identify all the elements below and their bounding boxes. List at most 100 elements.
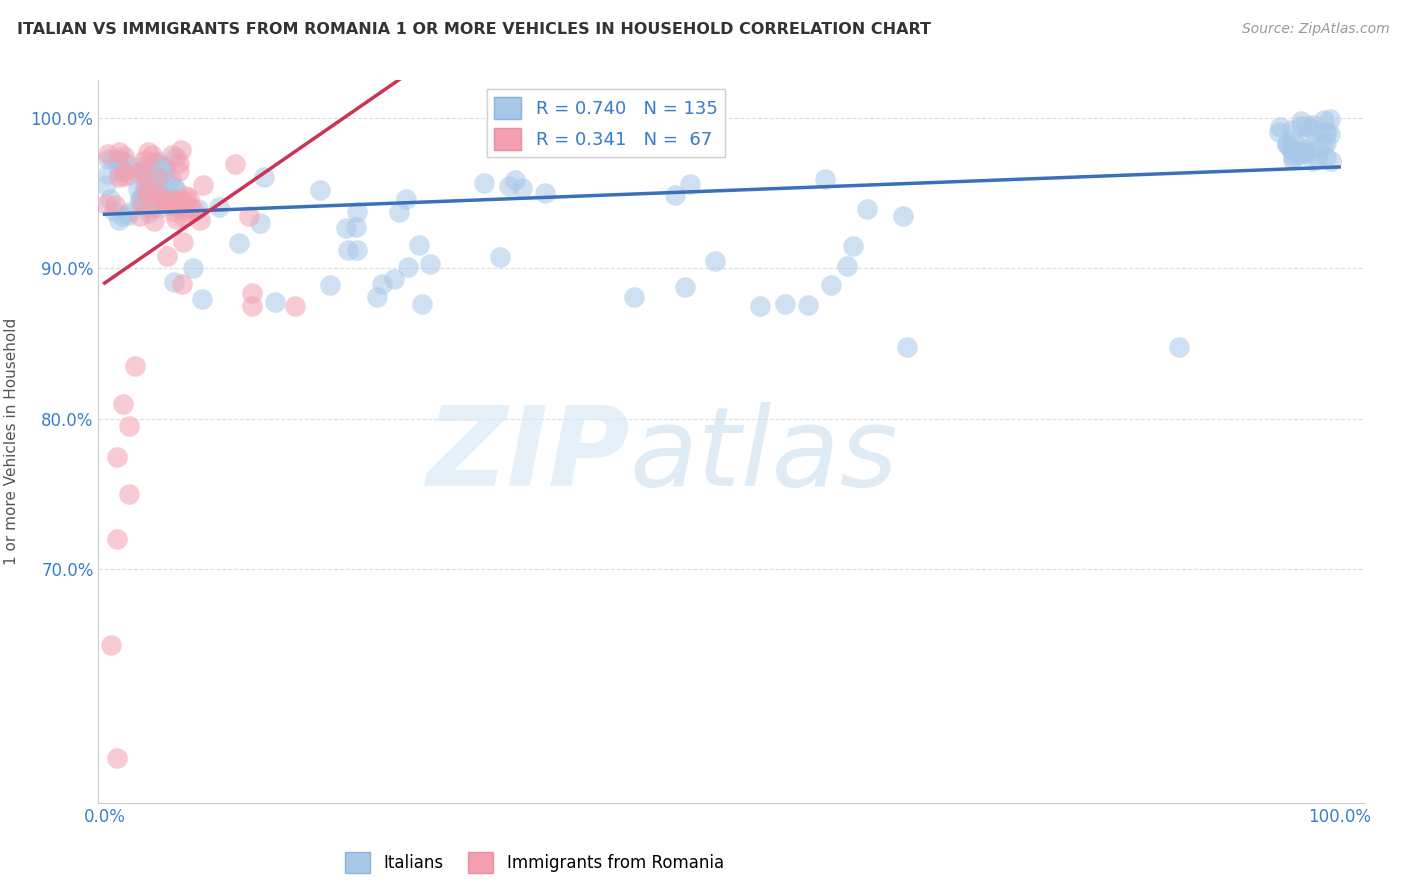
Point	[96, 178, 118, 192]
Point	[112, 169, 135, 184]
Point	[131, 191, 153, 205]
Point	[1278, 141, 1301, 155]
Point	[162, 193, 184, 207]
Point	[664, 188, 686, 202]
Point	[382, 272, 405, 286]
Point	[172, 235, 194, 249]
Point	[370, 277, 392, 291]
Point	[148, 201, 170, 215]
Point	[135, 186, 157, 200]
Point	[142, 191, 165, 205]
Point	[387, 205, 409, 219]
Point	[1308, 140, 1330, 154]
Point	[134, 182, 156, 196]
Point	[108, 170, 131, 185]
Point	[146, 170, 169, 185]
Point	[127, 182, 149, 196]
Point	[118, 487, 141, 501]
Point	[837, 259, 859, 273]
Point	[165, 212, 187, 227]
Point	[143, 162, 166, 177]
Point	[238, 209, 260, 223]
Point	[335, 220, 357, 235]
Point	[141, 147, 163, 161]
Point	[162, 148, 184, 162]
Point	[679, 177, 702, 191]
Point	[128, 209, 150, 223]
Point	[346, 205, 368, 219]
Point	[176, 189, 198, 203]
Point	[498, 179, 520, 194]
Point	[108, 164, 131, 178]
Point	[1315, 136, 1337, 151]
Point	[124, 359, 146, 374]
Point	[1305, 151, 1327, 165]
Point	[143, 186, 166, 200]
Point	[153, 159, 176, 173]
Point	[1295, 145, 1317, 160]
Point	[1289, 114, 1312, 128]
Point	[814, 171, 837, 186]
Point	[157, 178, 180, 192]
Point	[105, 533, 128, 547]
Point	[107, 154, 129, 169]
Point	[156, 249, 179, 263]
Point	[173, 195, 195, 210]
Point	[395, 192, 418, 206]
Point	[193, 178, 215, 193]
Point	[136, 145, 159, 159]
Point	[796, 298, 818, 312]
Point	[1282, 133, 1305, 147]
Point	[188, 213, 211, 227]
Point	[165, 150, 187, 164]
Text: ZIP: ZIP	[426, 402, 630, 509]
Point	[1289, 147, 1312, 161]
Point	[105, 450, 128, 464]
Point	[1289, 145, 1312, 160]
Point	[107, 213, 129, 227]
Point	[136, 175, 159, 189]
Point	[1302, 154, 1324, 169]
Point	[533, 186, 555, 200]
Point	[346, 243, 368, 257]
Point	[177, 191, 200, 205]
Point	[1312, 139, 1334, 153]
Point	[153, 194, 176, 208]
Point	[114, 154, 136, 169]
Point	[108, 145, 131, 159]
Point	[264, 295, 287, 310]
Point	[160, 172, 183, 186]
Point	[165, 194, 187, 208]
Point	[472, 176, 495, 190]
Point	[673, 280, 696, 294]
Point	[344, 219, 367, 234]
Point	[153, 162, 176, 177]
Point	[249, 216, 271, 230]
Point	[1301, 122, 1323, 136]
Point	[142, 214, 165, 228]
Point	[1302, 118, 1324, 132]
Point	[174, 203, 197, 218]
Point	[749, 299, 772, 313]
Point	[141, 202, 163, 216]
Point	[101, 152, 124, 166]
Point	[163, 275, 186, 289]
Point	[100, 638, 122, 652]
Point	[142, 156, 165, 170]
Point	[172, 277, 194, 292]
Text: ITALIAN VS IMMIGRANTS FROM ROMANIA 1 OR MORE VEHICLES IN HOUSEHOLD CORRELATION C: ITALIAN VS IMMIGRANTS FROM ROMANIA 1 OR …	[17, 22, 931, 37]
Point	[1275, 136, 1298, 151]
Point	[169, 164, 191, 178]
Point	[419, 257, 441, 271]
Point	[128, 161, 150, 175]
Point	[165, 183, 187, 197]
Point	[253, 169, 276, 184]
Point	[142, 169, 165, 184]
Point	[112, 165, 135, 179]
Point	[112, 149, 135, 163]
Point	[131, 163, 153, 178]
Point	[336, 244, 359, 258]
Point	[148, 195, 170, 210]
Point	[142, 154, 165, 169]
Point	[319, 277, 342, 292]
